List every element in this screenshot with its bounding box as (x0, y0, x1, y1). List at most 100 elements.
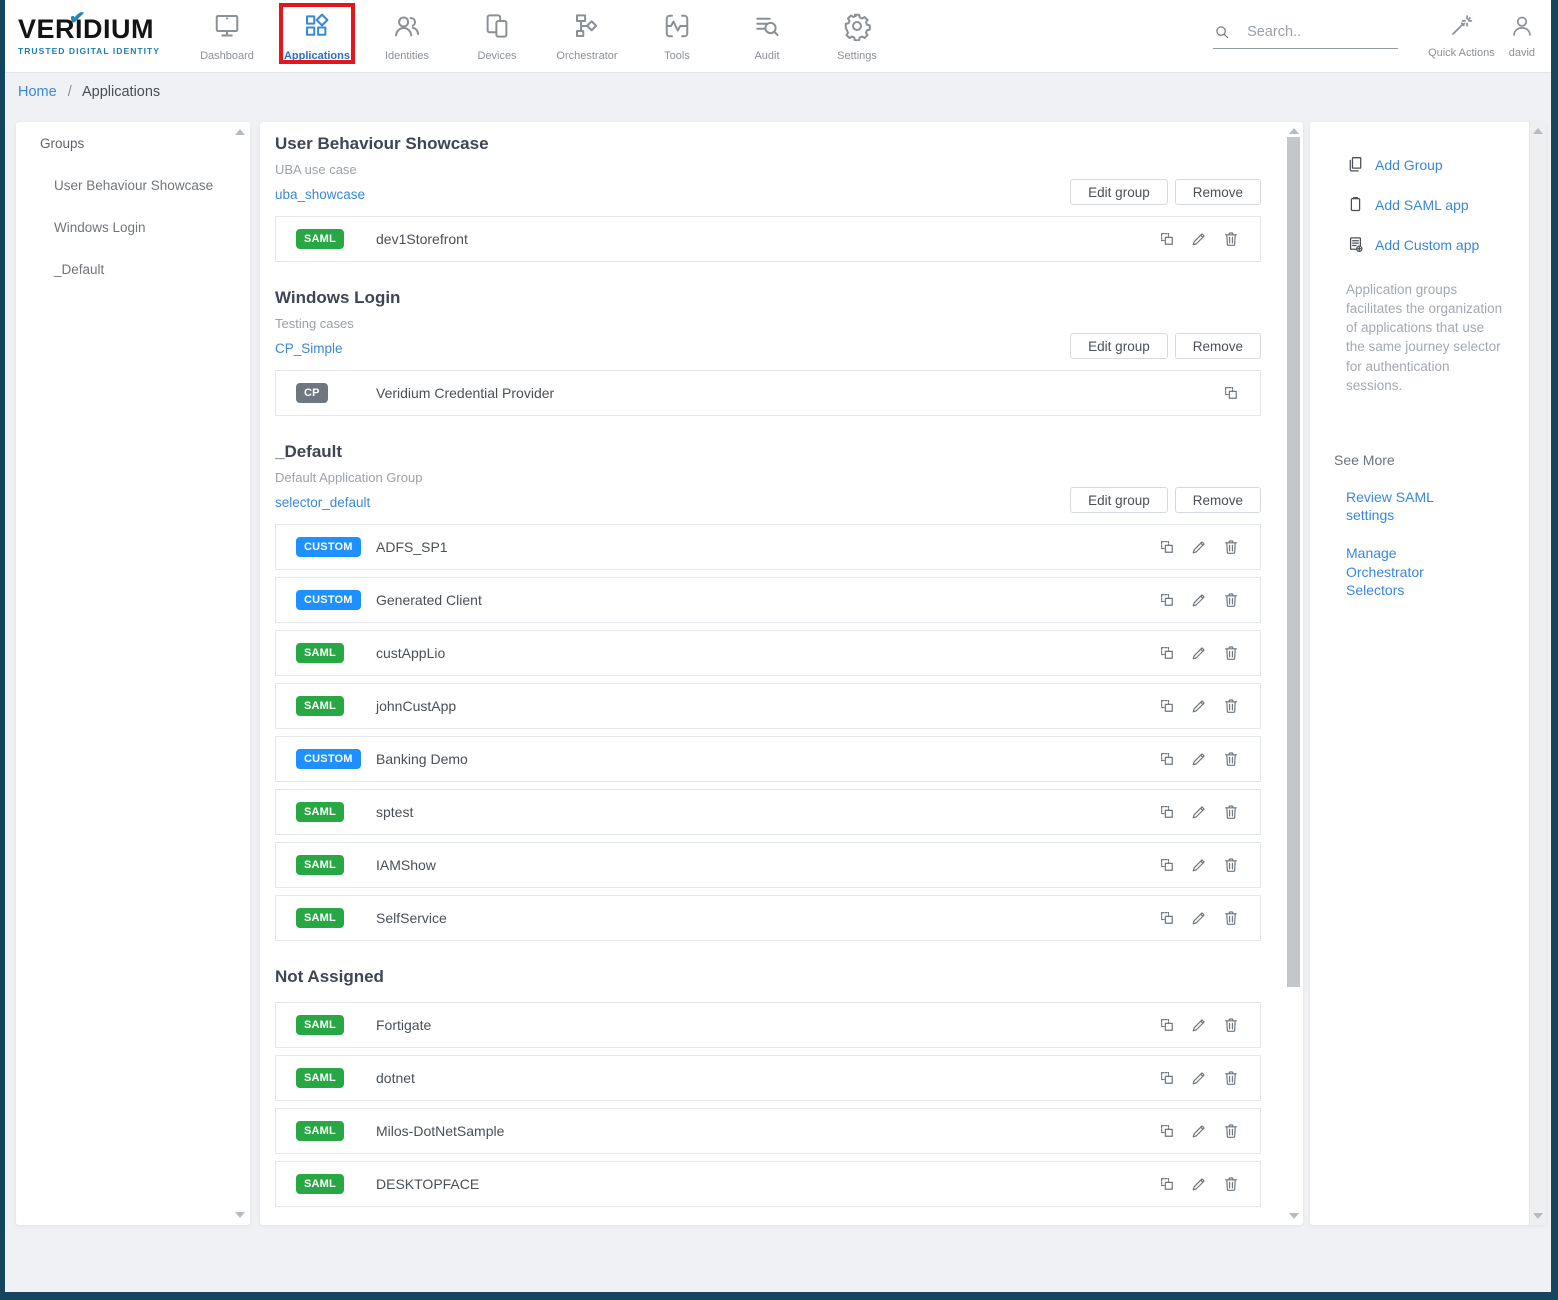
delete-app-button[interactable] (1222, 697, 1240, 715)
copy-app-button[interactable] (1158, 1175, 1176, 1193)
nav-item-tools[interactable]: Tools (632, 0, 722, 73)
group-subtitle: Default Application Group (275, 470, 423, 485)
add-custom-app-button[interactable]: Add Custom app (1346, 235, 1516, 254)
trash-icon (1222, 909, 1240, 927)
copy-app-button[interactable] (1158, 909, 1176, 927)
add-group-button[interactable]: Add Group (1346, 155, 1516, 174)
scroll-down-arrow[interactable] (235, 1212, 245, 1218)
delete-app-button[interactable] (1222, 1016, 1240, 1034)
edit-app-button[interactable] (1190, 644, 1208, 662)
logo-tagline: TRUSTED DIGITAL IDENTITY (18, 46, 160, 56)
edit-app-button[interactable] (1190, 697, 1208, 715)
app-name: SelfService (376, 910, 447, 926)
delete-app-button[interactable] (1222, 1069, 1240, 1087)
nav-item-orchestrator[interactable]: Orchestrator (542, 0, 632, 73)
main-scrollbar[interactable] (1286, 122, 1302, 1225)
nav-item-audit[interactable]: Audit (722, 0, 812, 73)
group-selector-link[interactable]: selector_default (275, 495, 371, 510)
edit-app-button[interactable] (1190, 856, 1208, 874)
app-name: sptest (376, 804, 414, 820)
app-name: custAppLio (376, 645, 446, 661)
copy-app-button[interactable] (1158, 1069, 1176, 1087)
copy-app-button[interactable] (1158, 697, 1176, 715)
copy-app-button[interactable] (1158, 1016, 1176, 1034)
edit-app-button[interactable] (1190, 591, 1208, 609)
quick-actions-button[interactable]: Quick Actions (1428, 13, 1495, 59)
copy-app-button[interactable] (1158, 230, 1176, 248)
scrollbar-thumb[interactable] (1287, 137, 1300, 987)
group-section: User Behaviour Showcase UBA use case uba… (275, 134, 1261, 262)
remove-group-button[interactable]: Remove (1174, 333, 1261, 359)
group-section: Windows Login Testing cases CP_Simple Ed… (275, 288, 1261, 416)
pencil-icon (1190, 1175, 1208, 1193)
delete-app-button[interactable] (1222, 909, 1240, 927)
app-type-badge: SAML (296, 643, 344, 663)
app-type-badge: CUSTOM (296, 537, 361, 557)
delete-app-button[interactable] (1222, 856, 1240, 874)
copy-app-button[interactable] (1158, 644, 1176, 662)
nav-item-devices[interactable]: Devices (452, 0, 542, 73)
app-row-actions (1158, 1016, 1240, 1034)
scroll-up-arrow[interactable] (235, 129, 245, 135)
group-title: _Default (275, 442, 343, 461)
scroll-down-arrow[interactable] (1533, 1213, 1543, 1219)
nav-item-identities[interactable]: Identities (362, 0, 452, 73)
delete-app-button[interactable] (1222, 750, 1240, 768)
edit-app-button[interactable] (1190, 803, 1208, 821)
copy-app-button[interactable] (1158, 856, 1176, 874)
scroll-up-arrow[interactable] (1289, 128, 1299, 134)
nav-item-settings[interactable]: Settings (812, 0, 902, 73)
group-selector-link[interactable]: uba_showcase (275, 187, 366, 202)
app-row-actions (1158, 644, 1240, 662)
scroll-up-arrow[interactable] (1533, 128, 1543, 134)
delete-app-button[interactable] (1222, 591, 1240, 609)
edit-app-button[interactable] (1190, 1175, 1208, 1193)
edit-group-button[interactable]: Edit group (1070, 487, 1168, 513)
breadcrumb-home-link[interactable]: Home (18, 84, 57, 100)
edit-app-button[interactable] (1190, 750, 1208, 768)
edit-app-button[interactable] (1190, 1016, 1208, 1034)
topbar-right: Quick Actions david (1213, 13, 1551, 59)
remove-group-button[interactable]: Remove (1174, 487, 1261, 513)
sidebar-item-user-behaviour-showcase[interactable]: User Behaviour Showcase (54, 178, 214, 193)
edit-app-button[interactable] (1190, 230, 1208, 248)
review-saml-settings-link[interactable]: Review SAML settings (1346, 488, 1434, 524)
nav-item-applications[interactable]: Applications (272, 0, 362, 73)
delete-app-button[interactable] (1222, 1122, 1240, 1140)
copy-app-button[interactable] (1158, 750, 1176, 768)
search-box[interactable] (1213, 23, 1399, 49)
group-app-rows: SAML dev1Storefront (275, 216, 1261, 262)
audit-icon (752, 11, 782, 46)
edit-app-button[interactable] (1190, 538, 1208, 556)
edit-app-button[interactable] (1190, 1122, 1208, 1140)
remove-group-button[interactable]: Remove (1174, 179, 1261, 205)
delete-app-button[interactable] (1222, 538, 1240, 556)
app-type-badge: SAML (296, 1068, 344, 1088)
add-saml-app-button[interactable]: Add SAML app (1346, 195, 1516, 214)
manage-orchestrator-selectors-link[interactable]: Manage Orchestrator Selectors (1346, 545, 1424, 598)
scroll-down-arrow[interactable] (1289, 1213, 1299, 1219)
app-name: Banking Demo (376, 751, 468, 767)
user-menu[interactable]: david (1509, 13, 1535, 59)
delete-app-button[interactable] (1222, 230, 1240, 248)
edit-app-button[interactable] (1190, 909, 1208, 927)
delete-app-button[interactable] (1222, 803, 1240, 821)
edit-app-button[interactable] (1190, 1069, 1208, 1087)
sidebar-item-windows-login[interactable]: Windows Login (54, 220, 146, 235)
delete-app-button[interactable] (1222, 1175, 1240, 1193)
right-scrollbar[interactable] (1529, 122, 1546, 1225)
pencil-icon (1190, 909, 1208, 927)
copy-app-button[interactable] (1158, 591, 1176, 609)
copy-app-button[interactable] (1222, 384, 1240, 402)
nav-item-dashboard[interactable]: Dashboard (182, 0, 272, 73)
search-input[interactable] (1245, 23, 1376, 41)
group-selector-link[interactable]: CP_Simple (275, 341, 343, 356)
user-icon (1509, 13, 1535, 39)
copy-app-button[interactable] (1158, 803, 1176, 821)
edit-group-button[interactable]: Edit group (1070, 333, 1168, 359)
sidebar-item--default[interactable]: _Default (54, 262, 105, 277)
copy-app-button[interactable] (1158, 538, 1176, 556)
copy-app-button[interactable] (1158, 1122, 1176, 1140)
delete-app-button[interactable] (1222, 644, 1240, 662)
edit-group-button[interactable]: Edit group (1070, 179, 1168, 205)
